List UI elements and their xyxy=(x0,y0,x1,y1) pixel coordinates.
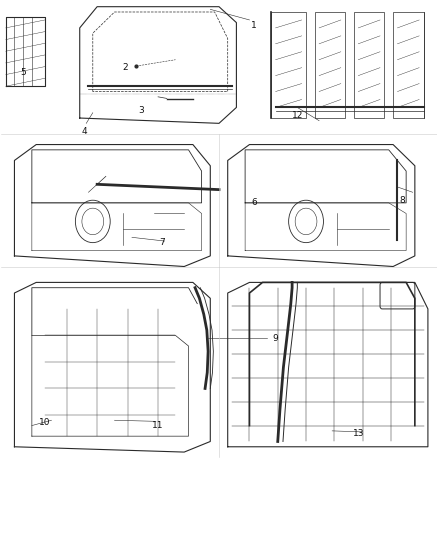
Text: 5: 5 xyxy=(20,68,26,77)
Text: 1: 1 xyxy=(251,21,257,30)
Text: 3: 3 xyxy=(138,106,144,115)
Bar xyxy=(393,12,424,118)
Text: 12: 12 xyxy=(292,111,303,120)
Text: 6: 6 xyxy=(251,198,257,207)
Text: 9: 9 xyxy=(273,334,279,343)
Text: 2: 2 xyxy=(123,63,128,72)
Text: 10: 10 xyxy=(39,418,51,427)
Text: 13: 13 xyxy=(353,429,364,438)
Text: 11: 11 xyxy=(152,421,164,430)
Text: 4: 4 xyxy=(81,127,87,136)
Bar xyxy=(315,12,345,118)
Text: 8: 8 xyxy=(399,196,405,205)
Bar xyxy=(354,12,385,118)
Text: 7: 7 xyxy=(159,238,165,247)
Bar xyxy=(271,12,306,118)
